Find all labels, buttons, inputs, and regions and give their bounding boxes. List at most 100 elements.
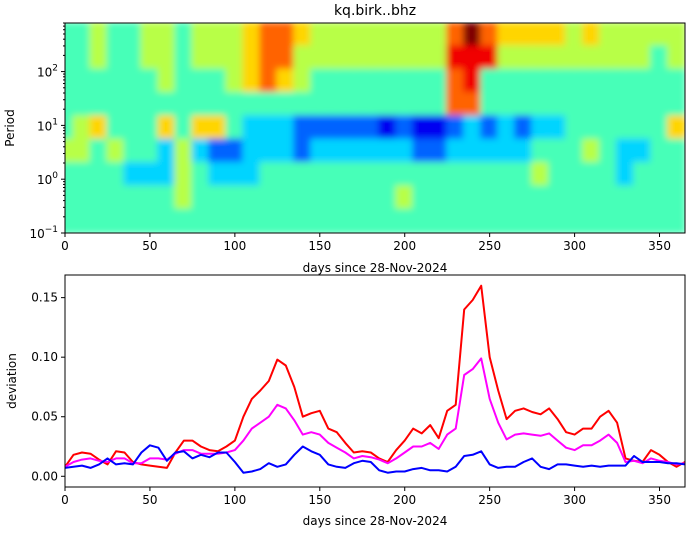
- heatmap-cell: [327, 92, 347, 118]
- heatmap-cell: [412, 45, 432, 71]
- heatmap-cell: [327, 68, 347, 94]
- heatmap-cell: [208, 45, 228, 71]
- x-tick-label: 350: [648, 239, 671, 253]
- series-line-0: [65, 284, 685, 469]
- heatmap-cell: [327, 138, 347, 164]
- heatmap-cell: [140, 115, 160, 141]
- heatmap-cell: [616, 92, 636, 118]
- heatmap-cell: [344, 138, 364, 164]
- heatmap-cell: [106, 115, 126, 141]
- heatmap-cell: [446, 68, 466, 94]
- heatmap-cell: [395, 162, 415, 188]
- x-tick-label: 0: [61, 239, 69, 253]
- heatmap-cell: [667, 23, 685, 48]
- heatmap-cell: [174, 23, 194, 48]
- heatmap-cell: [276, 208, 296, 233]
- heatmap-cell: [293, 45, 313, 71]
- heatmap-cell: [412, 138, 432, 164]
- heatmap-cell: [548, 45, 568, 71]
- heatmap-cell: [344, 115, 364, 141]
- heatmap-cell: [208, 162, 228, 188]
- heatmap-cell: [123, 92, 143, 118]
- heatmap-cell: [89, 45, 109, 71]
- heatmap-cell: [123, 115, 143, 141]
- heatmap-cell: [259, 115, 279, 141]
- heatmap-cell: [599, 23, 619, 48]
- heatmap-cell: [361, 185, 381, 211]
- heatmap-cell: [208, 185, 228, 211]
- heatmap-cell: [531, 45, 551, 71]
- heatmap-cell: [446, 162, 466, 188]
- heatmap-cell: [565, 45, 585, 71]
- heatmap-cell: [633, 92, 653, 118]
- x-tick-label: 50: [142, 493, 157, 507]
- heatmap-cell: [446, 45, 466, 71]
- heatmap-cell: [650, 138, 670, 164]
- heatmap-cell: [225, 115, 245, 141]
- heatmap-cell: [89, 92, 109, 118]
- heatmap-cell: [140, 208, 160, 233]
- heatmap-cells: [65, 23, 685, 233]
- x-tick-label: 250: [478, 493, 501, 507]
- heatmap-cell: [446, 115, 466, 141]
- heatmap-cell: [548, 23, 568, 48]
- heatmap-cell: [123, 138, 143, 164]
- heatmap-cell: [599, 138, 619, 164]
- x-tick-label: 350: [648, 493, 671, 507]
- heatmap-cell: [157, 115, 177, 141]
- heatmap-cell: [667, 162, 685, 188]
- heatmap-cell: [225, 68, 245, 94]
- y-tick-label: 0.15: [31, 291, 58, 305]
- heatmap-cell: [276, 185, 296, 211]
- heatmap-cell: [140, 45, 160, 71]
- y-tick-label: 101: [37, 117, 58, 133]
- y-tick-label: 102: [37, 64, 58, 80]
- heatmap-cell: [361, 68, 381, 94]
- heatmap-cell: [65, 115, 75, 141]
- heatmap-cell: [531, 115, 551, 141]
- heatmap-cell: [174, 92, 194, 118]
- heatmap-cell: [157, 138, 177, 164]
- heatmap-cell: [276, 68, 296, 94]
- heatmap-cell: [157, 92, 177, 118]
- heatmap-cell: [633, 208, 653, 233]
- heatmap-cell: [225, 138, 245, 164]
- heatmap-cell: [327, 45, 347, 71]
- heatmap-cell: [650, 208, 670, 233]
- heatmap-cell: [344, 208, 364, 233]
- heatmap-cell: [565, 115, 585, 141]
- heatmap-cell: [157, 45, 177, 71]
- x-tick-label: 150: [308, 239, 331, 253]
- heatmap-cell: [429, 138, 449, 164]
- heatmap-cell: [208, 208, 228, 233]
- heatmap-cell: [191, 45, 211, 71]
- heatmap-cell: [89, 138, 109, 164]
- heatmap-cell: [361, 92, 381, 118]
- heatmap-cell: [480, 23, 500, 48]
- heatmap-cell: [599, 68, 619, 94]
- heatmap-cell: [65, 45, 75, 71]
- heatmap-cell: [157, 23, 177, 48]
- heatmap-cell: [480, 92, 500, 118]
- heatmap-cell: [259, 92, 279, 118]
- heatmap-cell: [565, 23, 585, 48]
- heatmap-cell: [106, 138, 126, 164]
- heatmap-cell: [395, 45, 415, 71]
- heatmap-cell: [344, 23, 364, 48]
- heatmap-cell: [225, 162, 245, 188]
- line-xlabel: days since 28-Nov-2024: [303, 514, 448, 528]
- heatmap-cell: [497, 45, 517, 71]
- heatmap-cell: [412, 208, 432, 233]
- heatmap-cell: [293, 185, 313, 211]
- heatmap-cell: [225, 23, 245, 48]
- heatmap-cell: [565, 92, 585, 118]
- heatmap-cell: [650, 23, 670, 48]
- heatmap-cell: [208, 138, 228, 164]
- heatmap-cell: [378, 162, 398, 188]
- heatmap-cell: [582, 162, 602, 188]
- heatmap-cell: [378, 23, 398, 48]
- heatmap-cell: [497, 208, 517, 233]
- heatmap-cell: [429, 68, 449, 94]
- heatmap-cell: [310, 23, 330, 48]
- heatmap-cell: [259, 23, 279, 48]
